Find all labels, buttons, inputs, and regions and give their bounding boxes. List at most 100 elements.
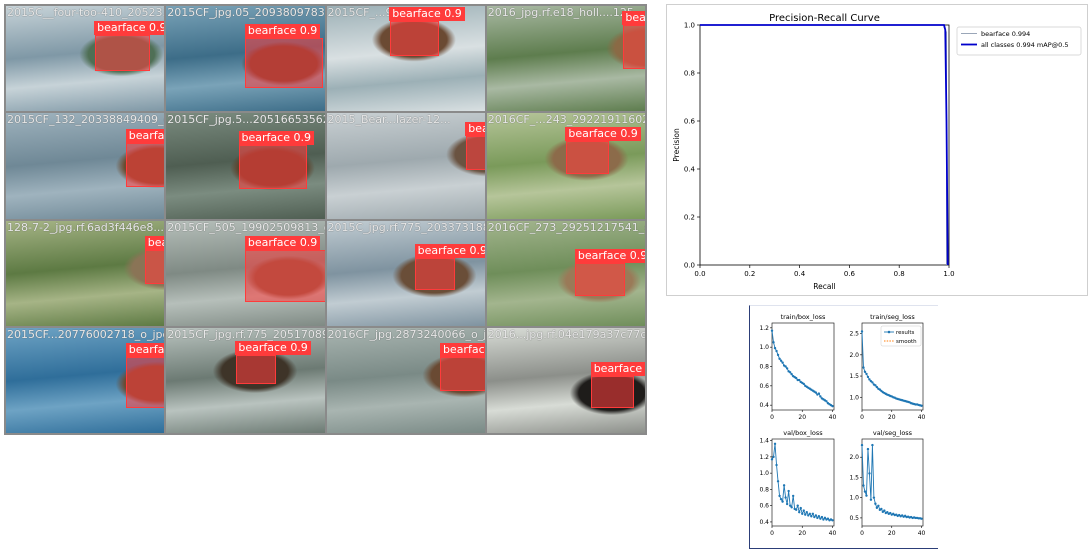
image-filename: 2016_jpg.rf.e18_holl....125 — [487, 6, 634, 19]
legend: bearface 0.994 all classes 0.994 mAP@0.5 — [956, 26, 1082, 56]
subplot-legend: results smooth — [880, 325, 922, 347]
subplot-title: train/seg_loss — [870, 313, 915, 321]
loss-point — [801, 512, 804, 516]
prediction-image-grid: 2015C__four-too-410_20523340... 2015CF_j… — [4, 4, 647, 435]
loss-subplot: val/seg_loss 0 20 40 0.5 1.0 1.5 2.0 — [849, 429, 925, 537]
loss-point — [794, 376, 798, 380]
prediction-tile: 2015_Bear...lazer-12... bearface 0.9 — [326, 113, 485, 219]
image-filename: 2015CF_505_19902509813_o_jpg — [167, 220, 324, 234]
pr-series-line — [700, 24, 949, 266]
x-tick-label: 40 — [829, 414, 837, 421]
loss-line — [861, 445, 922, 520]
image-filename: 2015C__four-too-410_20523340... 2015CF_j… — [7, 6, 164, 19]
loss-point — [785, 367, 789, 370]
detection-box: bearface 0.9 — [125, 343, 165, 408]
x-tick-label: 20 — [798, 530, 806, 537]
precision-recall-panel: Precision-Recall Curve 0.0 0.2 0.4 0.6 0.8 1.0… — [666, 4, 1088, 296]
prediction-tile: 2015CF_132_20338849409_o_jpgbearface 0.9 — [6, 113, 165, 219]
x-tick-label: 40 — [918, 530, 926, 537]
loss-line — [771, 330, 833, 407]
detection-box: bearface 0.9 — [94, 21, 165, 72]
x-tick-label: 40 — [918, 414, 926, 421]
image-filename: 128-7-2_jpg.rf.6ad3f446e8... — [7, 220, 164, 234]
loss-point — [865, 372, 868, 376]
x-tick-label: 0.8 — [894, 270, 905, 278]
detection-box: bearface 0.9 — [144, 235, 165, 284]
y-tick-label: 1.5 — [849, 474, 859, 481]
loss-point — [823, 516, 827, 520]
legend-entry: all classes 0.994 mAP@0.5 — [981, 41, 1068, 49]
y-tick-label: 2.0 — [849, 454, 859, 461]
subplot-frame — [771, 322, 835, 411]
detection-label: bearface 0.9 — [590, 362, 645, 377]
loss-point — [874, 384, 877, 387]
detection-box: bearface 0.9 — [465, 122, 485, 170]
prediction-tile: 2015CF...20776002718_o_jpg bearface 0.9 — [6, 327, 165, 433]
loss-point — [804, 513, 807, 516]
loss-point — [819, 517, 822, 520]
loss-point — [860, 443, 864, 447]
loss-point — [775, 463, 778, 467]
prediction-tile: 2016_jpg.rf.e18_holl....125bearface 0.9 — [486, 6, 645, 112]
loss-point — [871, 381, 874, 384]
loss-point — [883, 509, 886, 512]
loss-point — [863, 370, 867, 374]
loss-subplot: train/box_loss 0 20 40 0.4 0.6 0.8 1.0 1.2 — [759, 313, 836, 421]
prediction-tile: 2015CF_...90515083882bearface 0.9 — [326, 6, 485, 112]
loss-point — [866, 375, 870, 379]
loss-point — [920, 517, 923, 520]
subplot-title: val/seg_loss — [873, 429, 913, 437]
loss-subplot: val/box_loss 0 20 40 0.4 0.6 0.8 1.0 1.2 1.4 — [759, 429, 836, 537]
loss-point — [920, 404, 923, 407]
detection-box: bearface 0.9 — [125, 128, 165, 187]
subplot-frame — [861, 438, 924, 527]
y-tick-label: 0.0 — [684, 262, 695, 270]
bear-photo — [486, 6, 645, 112]
subplot-title: val/box_loss — [783, 429, 823, 437]
y-tick-label: 0.4 — [759, 519, 769, 526]
detection-box: bearface 0.9 — [565, 126, 641, 175]
detection-box: bearface 0.9 — [238, 130, 314, 189]
loss-point — [817, 392, 821, 395]
y-tick-label: 0.4 — [684, 166, 696, 174]
y-tick-label: 0.6 — [759, 383, 769, 390]
prediction-tile: 2015CF_505_19902509813_o_jpgbearface 0.9 — [166, 220, 325, 326]
prediction-tile: 2015CF_jpg.rf.775_20517089282bearface 0.… — [166, 327, 325, 433]
x-tick-label: 0.2 — [744, 270, 755, 278]
detection-box: bearface 0.9 — [574, 248, 645, 297]
loss-point — [808, 512, 812, 516]
x-tick-label: 20 — [888, 530, 896, 537]
x-tick-label: 0.0 — [694, 270, 705, 278]
loss-point — [773, 442, 777, 446]
loss-point — [866, 447, 870, 451]
loss-point — [781, 361, 784, 364]
image-filename: 2016CF_273_29251217541_o_jpg — [487, 220, 645, 234]
loss-point — [802, 509, 805, 512]
loss-point — [814, 514, 818, 517]
x-tick-label: 0.6 — [844, 270, 856, 278]
y-tick-label: 1.0 — [849, 394, 859, 401]
loss-point — [788, 504, 792, 507]
image-filename: 2015CF_jpg.rf.775_20517089282 — [167, 327, 324, 341]
y-tick-label: 0.6 — [684, 118, 696, 126]
loss-point — [798, 378, 801, 382]
prediction-tile: 2016...jpg.rf.04e179a37c77ca8d6 bearface … — [486, 327, 645, 433]
loss-point — [790, 506, 793, 509]
loss-point — [877, 504, 880, 507]
loss-point — [817, 515, 821, 518]
image-filename: 2016CF_...243_29221911602_o_jpg — [487, 113, 645, 127]
bear-photo — [326, 113, 485, 219]
detection-box: bearface 0.9 — [389, 6, 465, 57]
image-filename: 2015CF_132_20338849409_o_jpg — [7, 113, 164, 127]
y-tick-label: 0.4 — [759, 402, 769, 409]
bear-photo — [6, 220, 165, 326]
y-tick-label: 0.8 — [759, 364, 769, 371]
loss-point — [886, 511, 889, 514]
x-tick-label: 1.0 — [943, 270, 954, 278]
loss-point — [798, 510, 801, 514]
loss-point — [776, 353, 780, 357]
loss-point — [770, 458, 774, 461]
legend-frame — [880, 325, 922, 347]
loss-subplot: train/seg_loss 0 20 40 1.0 1.5 2.0 2.5 results sm… — [849, 313, 925, 421]
loss-point — [865, 494, 868, 497]
